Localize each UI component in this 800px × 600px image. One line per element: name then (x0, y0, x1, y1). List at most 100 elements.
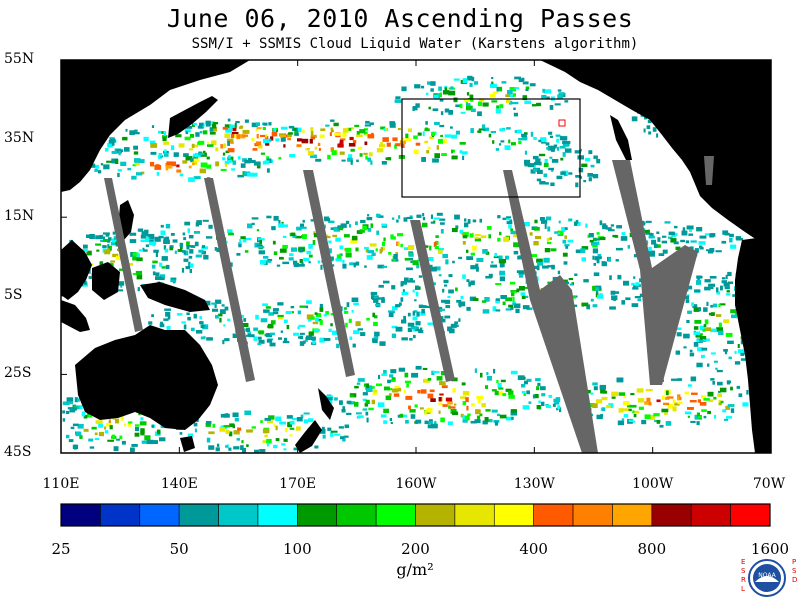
cloud-cell (165, 223, 171, 229)
cloud-cell (268, 415, 275, 420)
cloud-cell (363, 383, 367, 387)
map-frame (60, 59, 772, 454)
cloud-cell (133, 151, 139, 155)
cloud-cell (541, 95, 547, 100)
cloud-cell (330, 227, 334, 230)
cloud-cell (510, 370, 518, 375)
cloud-cell (401, 143, 405, 148)
cloud-cell (248, 159, 256, 163)
cloud-cell (746, 390, 749, 395)
cloud-cell (404, 257, 411, 261)
cloud-cell (691, 392, 698, 395)
cloud-cell (644, 229, 650, 234)
cloud-cell (494, 252, 498, 257)
cloud-cell (193, 313, 197, 319)
cloud-cell (304, 419, 309, 424)
cloud-cell (725, 405, 730, 410)
cloud-cell (279, 256, 284, 260)
cloud-cell (524, 159, 531, 165)
cloud-cell (497, 413, 501, 417)
cloud-cell (712, 381, 715, 385)
cloud-cell (677, 396, 680, 401)
cloud-cell (330, 127, 334, 132)
cloud-cell (300, 223, 304, 228)
cloud-cell (441, 153, 447, 156)
cloud-cell (378, 284, 384, 288)
cloud-cell (288, 125, 295, 129)
cloud-cell (222, 339, 225, 345)
cloud-cell (420, 305, 427, 309)
cloud-cell (266, 215, 272, 219)
cloud-cell (435, 235, 439, 238)
cloud-cell (65, 410, 70, 414)
cloud-cell (365, 120, 370, 124)
cloud-cell (322, 434, 326, 439)
cloud-cell (439, 124, 445, 128)
colorbar-tick-label: 200 (401, 540, 430, 558)
cloud-cell (176, 169, 182, 173)
cloud-cell (409, 409, 416, 413)
cloud-cell (176, 313, 183, 316)
cloud-cell (202, 150, 206, 153)
cloud-cell (628, 419, 634, 422)
cloud-cell (653, 243, 658, 248)
cloud-cell (259, 239, 262, 245)
cloud-cell (372, 392, 377, 395)
cloud-cell (470, 280, 475, 286)
cloud-cell (549, 237, 552, 240)
cloud-cell (247, 223, 253, 229)
lat-label: 25S (4, 365, 32, 382)
cloud-cell (297, 310, 301, 315)
cloud-cell (389, 122, 396, 128)
cloud-cell (575, 219, 579, 224)
cloud-cell (525, 295, 529, 298)
cloud-cell (479, 218, 482, 223)
cloud-cell (213, 126, 218, 132)
cloud-cell (427, 424, 432, 429)
cloud-cell (308, 254, 313, 258)
cloud-cell (416, 311, 420, 317)
cloud-cell (469, 233, 474, 238)
cloud-cell (188, 255, 193, 259)
cloud-cell (412, 328, 415, 332)
cloud-cell (318, 148, 321, 151)
cloud-cell (244, 410, 252, 416)
cloud-cell (198, 151, 202, 155)
cloud-cell (253, 336, 257, 341)
cloud-cell (240, 125, 244, 128)
cloud-cell (229, 423, 235, 427)
cloud-cell (482, 102, 489, 107)
cloud-cell (560, 171, 566, 175)
cloud-cell (240, 445, 244, 450)
cloud-cell (127, 422, 132, 427)
cloud-cell (220, 168, 227, 171)
cloud-cell (723, 282, 730, 287)
cloud-cell (438, 274, 442, 277)
cloud-cell (387, 379, 391, 384)
cloud-cell (305, 148, 310, 151)
cloud-cell (701, 354, 705, 359)
lon-label: 170E (279, 476, 317, 492)
cloud-cell (376, 230, 380, 235)
cloud-cell (192, 162, 195, 166)
cloud-cell (129, 232, 137, 236)
cloud-cell (214, 247, 217, 251)
cloud-cell (410, 326, 418, 330)
cloud-cell (625, 297, 631, 301)
cloud-cell (538, 139, 542, 143)
cloud-cell (315, 318, 319, 322)
cloud-cell (189, 263, 194, 268)
cloud-cell (634, 410, 640, 414)
cloud-cell (291, 311, 294, 314)
cloud-cell (532, 265, 538, 269)
cloud-cell (695, 333, 702, 338)
cloud-cell (310, 136, 315, 140)
cloud-cell (596, 399, 603, 404)
cloud-cell (727, 404, 735, 407)
cloud-cell (357, 328, 363, 331)
cloud-cell (483, 127, 489, 132)
cloud-cell (709, 399, 714, 402)
cloud-cell (592, 245, 598, 248)
cloud-cell (664, 221, 671, 224)
cloud-cell (644, 401, 651, 405)
